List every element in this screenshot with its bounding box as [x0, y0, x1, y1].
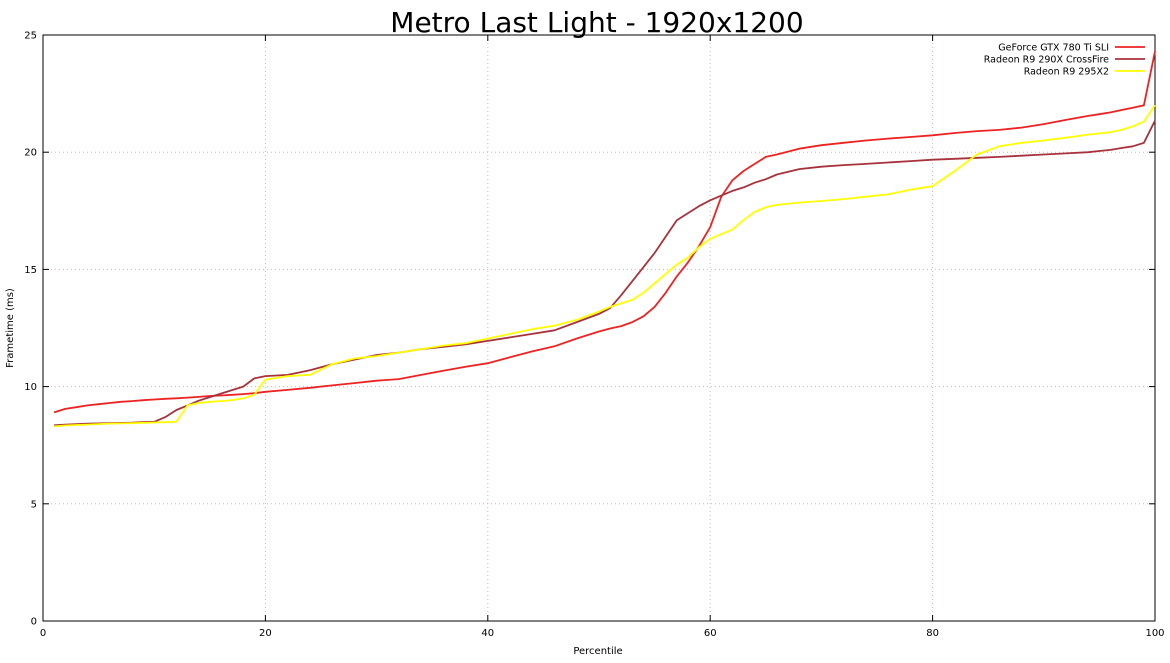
series-lines: [53, 51, 1156, 428]
x-tick-label: 80: [926, 628, 939, 639]
chart-title: Metro Last Light - 1920x1200: [390, 6, 803, 39]
x-tick-label: 40: [481, 628, 494, 639]
y-tick-label: 20: [24, 148, 37, 159]
legend-label: Radeon R9 290X CrossFire: [984, 55, 1109, 66]
x-tick-label: 20: [259, 628, 272, 639]
series-line: [54, 104, 1156, 428]
x-axis-label: Percentile: [573, 646, 622, 657]
axis-ticks: 0 20 40 60 80 100 0 5 10 15 20 25: [24, 31, 1164, 640]
x-tick-label: 100: [1145, 628, 1164, 639]
plot-frame: [42, 34, 1156, 622]
y-axis-label: Frametime (ms): [5, 288, 16, 368]
legend-label: Radeon R9 295X2: [1024, 67, 1109, 78]
y-tick-label: 15: [24, 265, 37, 276]
gridlines: [43, 35, 1155, 621]
y-tick-label: 25: [24, 31, 37, 42]
x-tick-label: 60: [704, 628, 717, 639]
series-line: [54, 120, 1156, 427]
legend-label: GeForce GTX 780 Ti SLI: [998, 43, 1109, 54]
y-tick-label: 0: [31, 617, 37, 628]
series-line: [53, 51, 1156, 414]
y-tick-label: 10: [24, 382, 37, 393]
y-tick-label: 5: [31, 499, 37, 510]
x-tick-label: 0: [40, 628, 46, 639]
